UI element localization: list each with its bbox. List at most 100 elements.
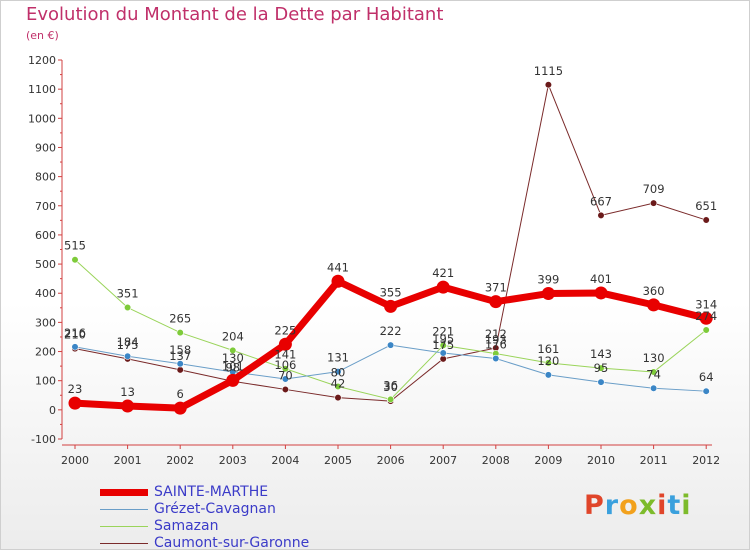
data-label: 70 bbox=[278, 368, 293, 382]
data-label: 193 bbox=[485, 333, 507, 347]
y-tick-label: 700 bbox=[35, 200, 56, 213]
data-label: 101 bbox=[222, 359, 244, 373]
data-point bbox=[229, 346, 237, 354]
data-point bbox=[702, 216, 710, 224]
data-point bbox=[121, 399, 135, 413]
data-point bbox=[699, 311, 713, 325]
data-point bbox=[387, 395, 395, 403]
series-gr-zet-cavagnan bbox=[71, 341, 710, 395]
data-label: 98 bbox=[225, 360, 240, 374]
x-tick-label: 2003 bbox=[219, 454, 247, 467]
data-label: 36 bbox=[383, 378, 398, 392]
legend-label: Samazan bbox=[154, 518, 219, 534]
data-label: 175 bbox=[432, 338, 454, 352]
data-point bbox=[492, 354, 500, 363]
data-point bbox=[281, 385, 290, 394]
logo-letter: x bbox=[638, 490, 658, 521]
data-label: 13 bbox=[120, 385, 135, 399]
chart-title: Evolution du Montant de la Dette par Hab… bbox=[26, 4, 444, 25]
data-label: 175 bbox=[117, 338, 139, 352]
data-label: 30 bbox=[383, 380, 398, 394]
data-label: 210 bbox=[64, 328, 86, 342]
data-label: 137 bbox=[169, 349, 191, 363]
data-label: 42 bbox=[331, 377, 346, 391]
data-label: 64 bbox=[699, 370, 714, 384]
data-label: 667 bbox=[590, 194, 612, 208]
data-label: 355 bbox=[380, 285, 402, 299]
data-point bbox=[439, 341, 447, 350]
series-sainte-marthe bbox=[68, 274, 713, 415]
logo-letter: t bbox=[667, 490, 682, 521]
x-tick-label: 2000 bbox=[61, 454, 89, 467]
data-label: 225 bbox=[274, 323, 296, 337]
legend-swatch bbox=[100, 509, 148, 510]
data-label: 515 bbox=[64, 239, 86, 253]
x-tick-label: 2006 bbox=[377, 454, 405, 467]
data-label: 106 bbox=[274, 358, 296, 372]
data-point bbox=[387, 341, 395, 349]
x-tick-label: 2007 bbox=[429, 454, 457, 467]
data-label: 23 bbox=[68, 382, 83, 396]
data-point bbox=[281, 375, 290, 383]
data-label: 158 bbox=[169, 343, 191, 357]
data-point bbox=[647, 298, 661, 312]
data-point bbox=[702, 387, 710, 395]
data-point bbox=[594, 286, 608, 300]
data-point bbox=[176, 366, 184, 374]
data-point bbox=[334, 382, 342, 391]
y-tick-label: 0 bbox=[49, 404, 56, 417]
y-tick-label: 1000 bbox=[28, 112, 56, 125]
data-point bbox=[71, 343, 79, 351]
legend-label: Grézet-Cavagnan bbox=[154, 501, 276, 517]
x-tick-label: 2011 bbox=[640, 454, 668, 467]
data-label: 195 bbox=[432, 332, 454, 346]
data-label: 6 bbox=[177, 387, 184, 401]
logo-letter: i bbox=[657, 490, 668, 521]
data-label: 360 bbox=[643, 284, 665, 298]
data-point bbox=[544, 371, 553, 379]
data-point bbox=[123, 352, 132, 360]
x-tick-label: 2009 bbox=[534, 454, 562, 467]
data-label: 371 bbox=[485, 281, 507, 295]
data-point bbox=[489, 295, 503, 309]
y-tick-label: 1100 bbox=[28, 83, 56, 96]
data-label: 120 bbox=[537, 354, 559, 368]
x-tick-label: 2012 bbox=[692, 454, 720, 467]
y-tick-label: 900 bbox=[35, 141, 56, 154]
data-label: 95 bbox=[594, 361, 609, 375]
y-tick-label: 100 bbox=[35, 375, 56, 388]
data-label: 222 bbox=[380, 324, 402, 338]
proxiti-logo: Proxiti bbox=[584, 490, 692, 521]
data-label: 709 bbox=[643, 182, 665, 196]
x-tick-label: 2005 bbox=[324, 454, 352, 467]
y-tick-label: 800 bbox=[35, 171, 56, 184]
y-tick-label: 1200 bbox=[28, 54, 56, 67]
data-label: 399 bbox=[537, 273, 559, 287]
data-label: 441 bbox=[327, 260, 349, 274]
data-point bbox=[278, 337, 292, 351]
legend-swatch bbox=[100, 489, 148, 496]
data-point bbox=[331, 274, 345, 288]
legend-label: SAINTE-MARTHE bbox=[154, 484, 269, 500]
data-label: 651 bbox=[695, 199, 717, 213]
y-tick-label: 300 bbox=[35, 316, 56, 329]
data-point bbox=[176, 328, 184, 337]
data-point bbox=[649, 384, 658, 392]
logo-letter: r bbox=[604, 490, 620, 521]
legend-swatch bbox=[100, 543, 148, 544]
x-tick-label: 2001 bbox=[114, 454, 142, 467]
x-tick-label: 2008 bbox=[482, 454, 510, 467]
data-label: 80 bbox=[331, 366, 346, 380]
data-point bbox=[544, 359, 553, 367]
data-label: 221 bbox=[432, 324, 454, 338]
data-label: 161 bbox=[537, 342, 559, 356]
logo-letter: i bbox=[681, 490, 692, 521]
data-label: 74 bbox=[646, 367, 661, 381]
data-label: 265 bbox=[169, 312, 191, 326]
data-label: 143 bbox=[590, 347, 612, 361]
data-label: 274 bbox=[695, 309, 717, 323]
logo-letter: P bbox=[584, 490, 605, 521]
y-tick-label: 400 bbox=[35, 287, 56, 300]
